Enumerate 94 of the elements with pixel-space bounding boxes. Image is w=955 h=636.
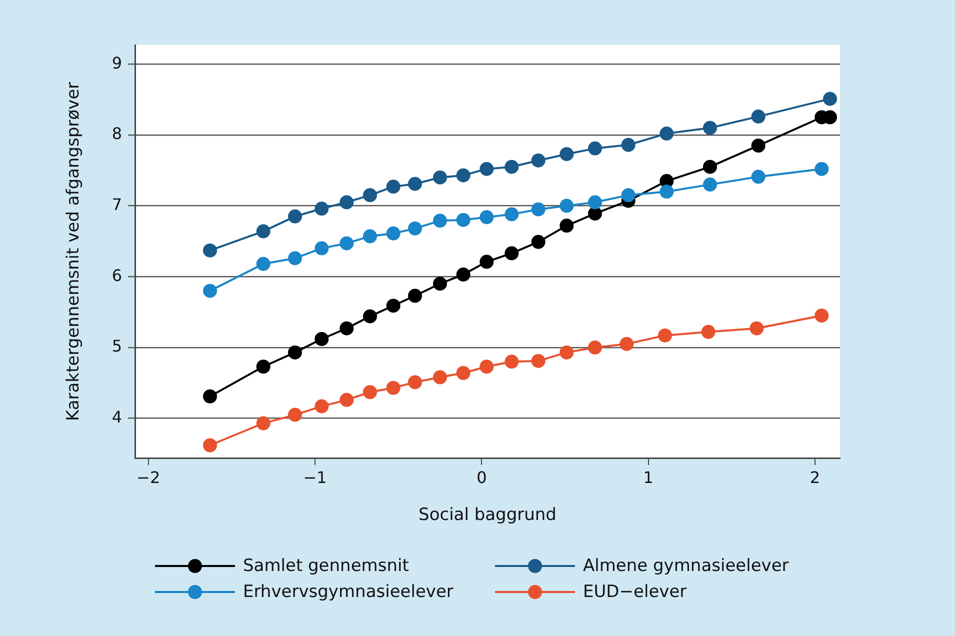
- point: [750, 321, 764, 336]
- x-tick-label: 0: [476, 468, 487, 487]
- point: [480, 162, 494, 176]
- point: [660, 126, 674, 141]
- point: [560, 147, 574, 162]
- point: [203, 389, 217, 404]
- point: [340, 392, 354, 407]
- point: [504, 354, 519, 369]
- point: [314, 332, 329, 346]
- point: [531, 153, 546, 168]
- y-tick-label: 6: [112, 266, 122, 285]
- legend-label: EUD−elever: [583, 582, 687, 602]
- point: [433, 276, 447, 291]
- point: [480, 360, 494, 374]
- point: [588, 340, 602, 354]
- point: [288, 251, 302, 266]
- point: [314, 399, 329, 414]
- point: [480, 210, 494, 224]
- point: [703, 120, 717, 135]
- point: [531, 202, 546, 216]
- point: [408, 176, 422, 191]
- point: [288, 209, 302, 224]
- point: [588, 141, 602, 156]
- point: [386, 180, 400, 194]
- point: [340, 321, 354, 336]
- x-tick-label: 2: [810, 468, 820, 487]
- point: [504, 207, 519, 222]
- legend-label: Samlet gennemsnit: [243, 556, 409, 576]
- point: [408, 375, 422, 390]
- point: [560, 345, 574, 360]
- y-axis-title: Karaktergennemsnit ved afgangsprøver: [64, 82, 84, 422]
- x-tick-label: 1: [643, 468, 654, 487]
- point: [560, 218, 574, 233]
- point: [480, 254, 494, 269]
- point: [456, 168, 470, 182]
- point: [340, 236, 354, 250]
- point: [751, 138, 766, 153]
- point: [433, 214, 447, 228]
- point: [531, 354, 546, 368]
- point: [456, 268, 470, 282]
- point: [703, 160, 717, 174]
- point: [386, 226, 400, 240]
- point: [433, 170, 447, 184]
- point: [504, 246, 519, 260]
- point: [340, 195, 354, 210]
- point: [363, 229, 377, 244]
- point: [751, 110, 766, 124]
- point: [620, 336, 634, 351]
- y-tick-label: 7: [112, 194, 122, 214]
- point: [203, 284, 217, 298]
- point: [560, 198, 574, 213]
- point: [588, 195, 602, 210]
- point: [433, 370, 447, 384]
- point: [408, 221, 422, 236]
- point: [588, 206, 602, 221]
- point: [456, 212, 470, 227]
- point: [363, 385, 377, 400]
- point: [386, 298, 400, 313]
- y-tick-label: 9: [112, 53, 122, 72]
- point: [531, 234, 546, 249]
- point: [314, 241, 329, 256]
- x-tick-label: −1: [303, 468, 327, 487]
- point: [203, 243, 217, 258]
- point: [504, 160, 519, 174]
- legend-label: Almene gymnasieelever: [583, 556, 789, 576]
- y-tick-label: 5: [112, 336, 122, 356]
- x-tick-label: −2: [136, 468, 160, 487]
- point: [456, 366, 470, 380]
- point: [288, 408, 302, 422]
- legend-label: Erhvervsgymnasieelever: [243, 582, 454, 602]
- point: [701, 324, 716, 339]
- point: [256, 224, 270, 238]
- point: [203, 438, 217, 452]
- point: [386, 380, 400, 395]
- point: [288, 345, 302, 360]
- point: [363, 309, 377, 324]
- y-tick-label: 8: [112, 124, 122, 144]
- point: [621, 138, 636, 152]
- point: [256, 256, 270, 271]
- point: [658, 328, 672, 342]
- point: [814, 162, 829, 176]
- point: [814, 308, 829, 323]
- point: [660, 184, 674, 199]
- point: [256, 416, 270, 430]
- x-axis-title: Social baggrund: [418, 505, 556, 526]
- point: [256, 360, 270, 374]
- y-tick-label: 4: [112, 407, 122, 426]
- point: [621, 188, 636, 202]
- point: [314, 202, 329, 216]
- point: [703, 178, 717, 192]
- point: [751, 170, 766, 184]
- point: [823, 92, 837, 106]
- point: [408, 288, 422, 303]
- point: [363, 188, 377, 202]
